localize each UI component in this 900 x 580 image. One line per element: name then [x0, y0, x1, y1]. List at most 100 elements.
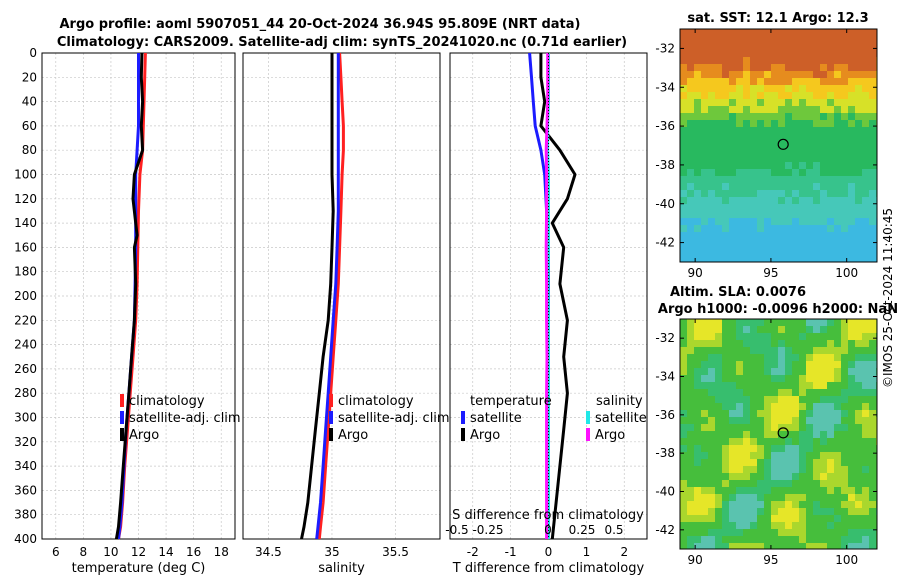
sst-cell [680, 155, 688, 163]
sst-cell [848, 218, 856, 226]
sla-cell [687, 326, 695, 334]
sla-cell [715, 515, 723, 523]
sla-cell [785, 536, 793, 544]
sla-cell [834, 480, 842, 488]
sla-cell [827, 459, 835, 467]
sst-cell [771, 99, 779, 107]
sst-cell [722, 64, 730, 72]
sst-cell [827, 225, 835, 233]
sla-cell [792, 536, 800, 544]
sla-cell [771, 424, 779, 432]
sla-cell [848, 340, 856, 348]
sla-cell [778, 494, 786, 502]
sst-cell [680, 85, 688, 93]
sla-cell [750, 375, 758, 383]
sst-cell [708, 239, 716, 247]
sla-cell [813, 480, 821, 488]
sla-cell [806, 417, 814, 425]
sla-cell [834, 375, 842, 383]
sst-cell [869, 225, 877, 233]
sst-cell [813, 36, 821, 44]
sla-cell [799, 410, 807, 418]
sla-cell [806, 375, 814, 383]
sla-cell [771, 333, 779, 341]
sla-cell [855, 403, 863, 411]
sst-cell [855, 99, 863, 107]
sst-cell [785, 190, 793, 198]
sla-cell [757, 326, 765, 334]
sst-cell [687, 253, 695, 261]
sst-cell [862, 183, 870, 191]
sst-cell [701, 246, 709, 254]
sst-cell [715, 57, 723, 65]
sla-cell [848, 354, 856, 362]
sst-cell [708, 204, 716, 212]
sla-cell [764, 431, 772, 439]
sla-cell [778, 522, 786, 530]
sla-cell [799, 340, 807, 348]
sla-cell [799, 543, 807, 549]
sst-cell [687, 246, 695, 254]
sst-cell [862, 113, 870, 121]
sst-cell [813, 29, 821, 37]
sst-cell [785, 183, 793, 191]
sla-cell [771, 340, 779, 348]
sst-cell [743, 64, 751, 72]
sla-cell [771, 466, 779, 474]
sst-cell [729, 246, 737, 254]
sla-cell [687, 361, 695, 369]
sla-cell [708, 396, 716, 404]
sla-cell [792, 389, 800, 397]
sla-cell [778, 389, 786, 397]
sla-cell [820, 522, 828, 530]
sla-cell [848, 347, 856, 355]
sla-cell [743, 438, 751, 446]
sst-cell [792, 92, 800, 100]
sla-cell [743, 466, 751, 474]
diff-legend-title-salinity: salinity [596, 394, 643, 409]
sla-cell [827, 536, 835, 544]
sla-cell [785, 494, 793, 502]
sst-xtick-label: 95 [763, 266, 778, 280]
sst-cell [799, 120, 807, 128]
sst-cell [841, 134, 849, 142]
sla-cell [743, 424, 751, 432]
sst-cell [736, 148, 744, 156]
depth-tick-label: 240 [14, 338, 37, 352]
sst-cell [841, 225, 849, 233]
sst-cell [722, 57, 730, 65]
sla-cell [680, 445, 688, 453]
sla-cell [820, 410, 828, 418]
sst-cell [834, 43, 842, 51]
sst-cell [694, 134, 702, 142]
sst-cell [771, 239, 779, 247]
sla-cell [708, 340, 716, 348]
sla-cell [771, 452, 779, 460]
sla-cell [785, 333, 793, 341]
sst-cell [778, 127, 786, 135]
sla-cell [736, 368, 744, 376]
sla-cell [834, 333, 842, 341]
sst-cell [848, 141, 856, 149]
sla-cell [855, 536, 863, 544]
depth-tick-label: 400 [14, 532, 37, 546]
sst-cell [722, 239, 730, 247]
sst-cell [834, 218, 842, 226]
sst-cell [687, 211, 695, 219]
sst-cell [778, 134, 786, 142]
sla-cell [722, 319, 730, 327]
sst-cell [834, 190, 842, 198]
sst-cell [792, 169, 800, 177]
sla-cell [694, 382, 702, 390]
sla-cell [771, 543, 779, 549]
sla-cell [757, 424, 765, 432]
sst-cell [820, 253, 828, 261]
sla-cell [785, 396, 793, 404]
sla-cell [855, 333, 863, 341]
sla-cell [694, 459, 702, 467]
sla-cell [680, 396, 688, 404]
sst-cell [757, 64, 765, 72]
sla-cell [743, 487, 751, 495]
sst-cell [806, 225, 814, 233]
diff-legend-swatch [461, 411, 465, 424]
